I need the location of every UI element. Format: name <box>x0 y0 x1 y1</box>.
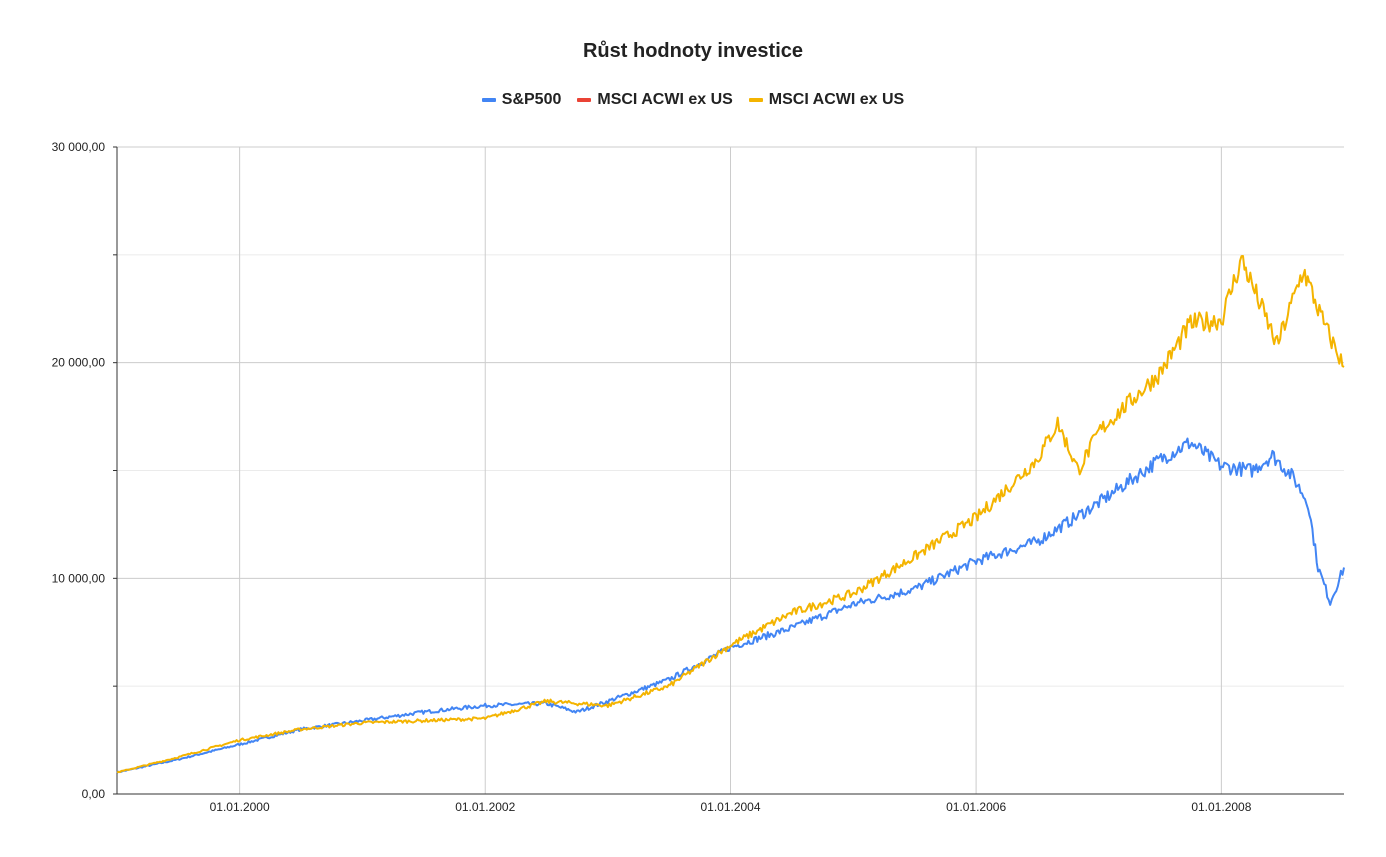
legend-item-msci-red[interactable]: MSCI ACWI ex US <box>577 91 733 109</box>
y-tick-label: 10 000,00 <box>52 571 106 585</box>
x-tick-label: 01.01.2008 <box>1191 800 1251 814</box>
legend-item-sp500[interactable]: S&P500 <box>481 91 562 109</box>
x-tick-label: 01.01.2006 <box>946 800 1006 814</box>
legend-label-sp500: S&P500 <box>501 91 562 108</box>
x-tick-label: 01.01.2004 <box>700 800 760 814</box>
chart-title: Růst hodnoty investice <box>582 40 804 62</box>
legend-label-msci-yellow: MSCI ACWI ex US <box>768 91 905 108</box>
legend-label-msci-red: MSCI ACWI ex US <box>597 91 733 108</box>
series-line-msci-yellow <box>116 255 1345 774</box>
legend-swatch-msci-red <box>577 98 592 102</box>
legend-swatch-msci-yellow <box>748 98 763 102</box>
y-tick-label: 30 000,00 <box>52 140 106 154</box>
x-tick-label: 01.01.2000 <box>210 800 270 814</box>
y-tick-label: 20 000,00 <box>52 356 106 370</box>
legend: S&P500 MSCI ACWI ex US MSCI ACWI ex US <box>0 91 1386 109</box>
x-tick-label: 01.01.2002 <box>455 800 515 814</box>
legend-swatch-sp500 <box>481 98 496 102</box>
y-tick-label: 0,00 <box>82 787 106 801</box>
legend-item-msci-yellow[interactable]: MSCI ACWI ex US <box>748 91 905 109</box>
